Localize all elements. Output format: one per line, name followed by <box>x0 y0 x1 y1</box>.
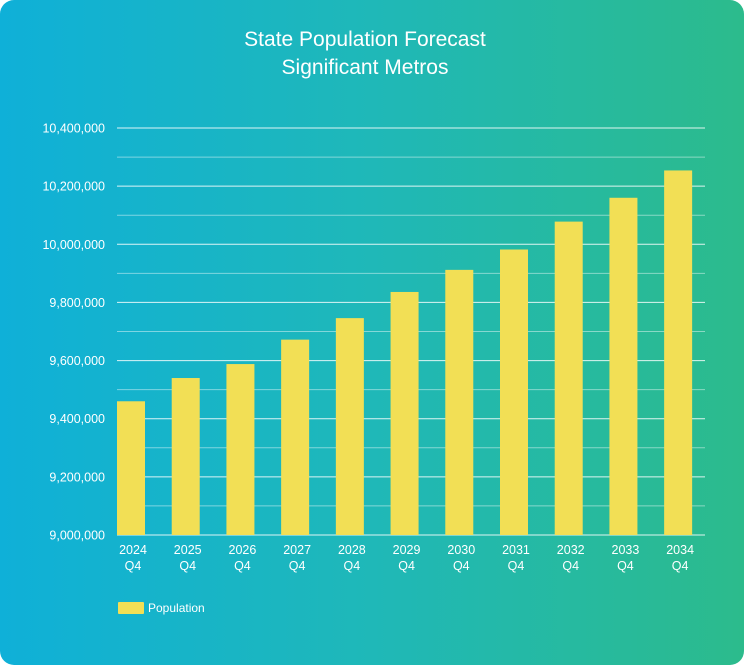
y-tick-label: 9,200,000 <box>49 470 105 484</box>
x-tick-label-year: 2027 <box>283 543 311 557</box>
bar-2033[interactable] <box>609 197 638 535</box>
x-tick-label-year: 2034 <box>666 543 694 557</box>
x-tick-label-quarter: Q4 <box>234 559 251 573</box>
bar-2034[interactable] <box>664 170 693 536</box>
x-tick-label-quarter: Q4 <box>289 559 306 573</box>
x-tick-label-quarter: Q4 <box>672 559 689 573</box>
x-tick-label-quarter: Q4 <box>125 559 142 573</box>
bar-2025[interactable] <box>171 378 200 535</box>
x-tick-label-year: 2025 <box>174 543 202 557</box>
legend-swatch-population <box>118 602 144 614</box>
x-tick-label-quarter: Q4 <box>398 559 415 573</box>
x-tick-label-year: 2026 <box>229 543 257 557</box>
x-tick-label-quarter: Q4 <box>508 559 525 573</box>
chart-subtitle: Significant Metros <box>281 56 449 79</box>
x-tick-label-quarter: Q4 <box>562 559 579 573</box>
y-tick-label: 9,000,000 <box>49 529 105 543</box>
bar-2028[interactable] <box>335 318 364 535</box>
x-tick-label-year: 2028 <box>338 543 366 557</box>
y-tick-label: 9,600,000 <box>49 354 105 368</box>
x-tick-label-year: 2032 <box>557 543 585 557</box>
y-tick-label: 9,400,000 <box>49 412 105 426</box>
x-tick-label-year: 2033 <box>612 543 640 557</box>
y-tick-label: 10,000,000 <box>42 238 105 252</box>
x-tick-label-quarter: Q4 <box>617 559 634 573</box>
x-tick-label-quarter: Q4 <box>179 559 196 573</box>
x-tick-label-quarter: Q4 <box>453 559 470 573</box>
legend[interactable]: Population <box>118 600 205 616</box>
chart-title: State Population Forecast <box>244 28 486 51</box>
bar-2032[interactable] <box>554 221 583 536</box>
x-tick-label-year: 2030 <box>447 543 475 557</box>
bar-2031[interactable] <box>499 249 528 536</box>
x-tick-label-year: 2031 <box>502 543 530 557</box>
bar-2029[interactable] <box>390 291 419 535</box>
bar-2030[interactable] <box>445 269 474 535</box>
x-tick-label-quarter: Q4 <box>344 559 361 573</box>
x-tick-label-year: 2029 <box>393 543 421 557</box>
bar-2027[interactable] <box>281 339 310 535</box>
legend-label-population: Population <box>148 601 205 615</box>
x-tick-label-year: 2024 <box>119 543 147 557</box>
y-tick-label: 9,800,000 <box>49 296 105 310</box>
chart-title-block: State Population Forecast Significant Me… <box>0 26 730 82</box>
y-tick-label: 10,200,000 <box>42 180 105 194</box>
bar-2026[interactable] <box>226 364 255 535</box>
y-tick-label: 10,400,000 <box>42 122 105 136</box>
bar-2024[interactable] <box>117 401 145 535</box>
